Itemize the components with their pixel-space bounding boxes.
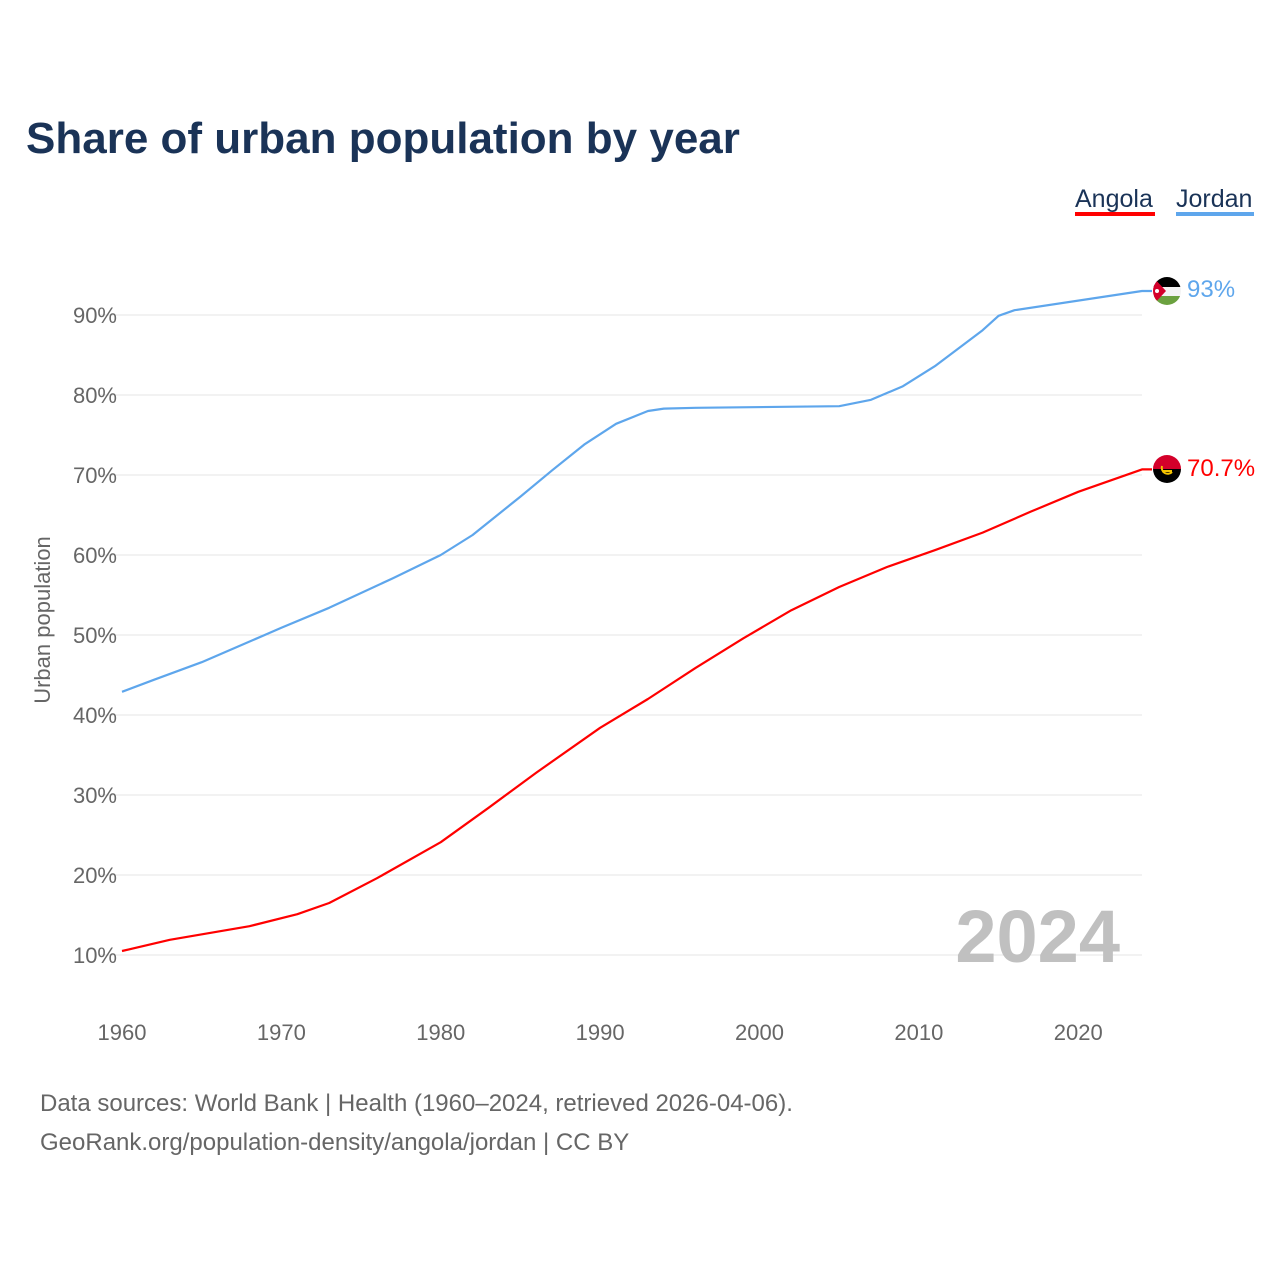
legend-item-angola[interactable]: Angola [1075,185,1155,216]
year-watermark: 2024 [955,895,1120,978]
end-label-angola: 70.7% [1187,455,1255,482]
y-tick-label: 70% [73,463,117,488]
y-tick-label: 30% [73,783,117,808]
y-tick-label: 90% [73,303,117,328]
y-axis-label: Urban population [30,536,55,704]
y-axis-ticks: 10% 20% 30% 40% 50% 60% 70% 80% 90% [73,303,117,968]
y-tick-label: 40% [73,703,117,728]
legend-label-angola: Angola [1075,185,1153,213]
y-tick-label: 80% [73,383,117,408]
angola-flag-icon [1153,455,1181,483]
series-line-angola [121,468,1152,953]
y-tick-label: 50% [73,623,117,648]
footer-source: Data sources: World Bank | Health (1960–… [40,1090,793,1117]
footer-link[interactable]: GeoRank.org/population-density/angola/jo… [40,1129,629,1156]
end-label-jordan: 93% [1187,276,1235,303]
y-tick-label: 60% [73,543,117,568]
legend-swatch-angola [1075,212,1155,216]
x-axis-ticks: 1960 1970 1980 1990 2000 2010 2020 [98,1020,1103,1045]
jordan-flag-icon [1153,277,1181,305]
x-tick-label: 1970 [257,1020,306,1045]
series-line-jordan [121,289,1152,693]
y-tick-label: 20% [73,863,117,888]
x-tick-label: 2000 [735,1020,784,1045]
gridlines [100,314,1142,956]
x-tick-label: 1990 [576,1020,625,1045]
x-tick-label: 2020 [1054,1020,1103,1045]
legend-item-jordan[interactable]: Jordan [1176,185,1254,216]
series-lines [121,289,1152,953]
legend-label-jordan: Jordan [1176,185,1252,213]
x-tick-label: 1980 [416,1020,465,1045]
y-tick-label: 10% [73,943,117,968]
x-tick-label: 2010 [894,1020,943,1045]
chart-title: Share of urban population by year [26,114,740,163]
legend-swatch-jordan [1176,212,1254,216]
x-tick-label: 1960 [98,1020,147,1045]
